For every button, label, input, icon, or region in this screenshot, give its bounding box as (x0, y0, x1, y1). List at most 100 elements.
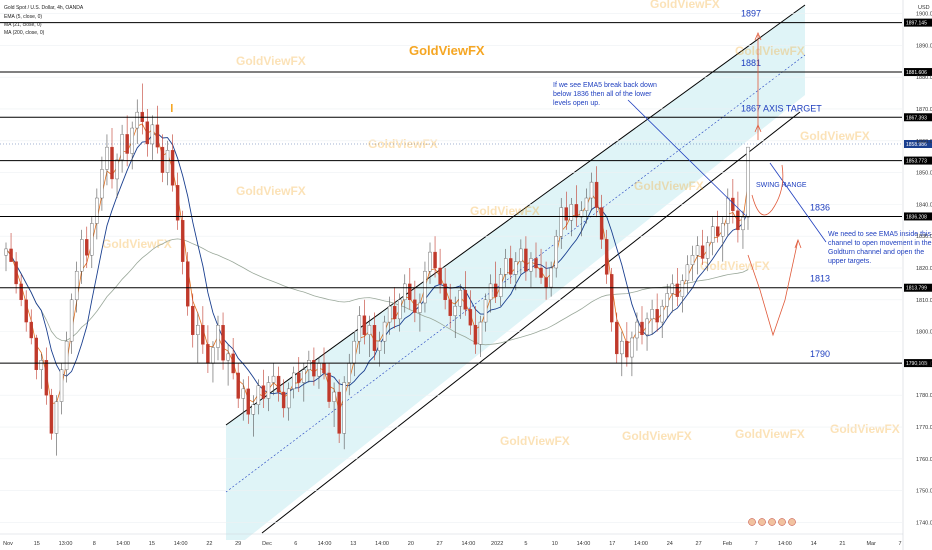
event-flag-icon-4 (788, 518, 796, 526)
candle-body-115 (584, 197, 589, 211)
x-tick-17: 2022 (491, 541, 503, 547)
candle-body-118 (599, 207, 604, 240)
candle-body-70 (357, 315, 362, 342)
target-arrowhead-top (754, 31, 762, 41)
candle-body-92 (468, 309, 473, 326)
candle-body-104 (529, 258, 533, 272)
candle-body-25 (130, 127, 134, 154)
candle-body-44 (226, 353, 230, 361)
x-tick-1: 15 (34, 541, 40, 547)
x-tick-21: 17 (609, 541, 615, 547)
indicator-ema5: EMA (5, close, 0) (4, 14, 42, 20)
candle-body-113 (574, 204, 579, 218)
top-note-line-0: If we see EMA5 break back down (553, 82, 657, 89)
grid (0, 13, 902, 523)
candle-body-1 (9, 248, 13, 262)
x-tick-16: 14:00 (462, 541, 476, 547)
candle-body-88 (448, 299, 452, 316)
x-tick-7: 22 (206, 541, 212, 547)
y-tick-6: 1840.000 (916, 202, 932, 208)
candle-body-98 (498, 274, 503, 297)
candle-body-39 (201, 325, 205, 345)
candle-body-110 (559, 207, 563, 237)
level-tag-4: 1836.208 (906, 214, 927, 220)
x-tick-25: Feb (723, 541, 732, 547)
candle-body-59 (302, 369, 306, 383)
y-tick-1: 1890.000 (916, 43, 932, 49)
candle-body-28 (145, 121, 150, 145)
candle-body-131 (665, 293, 669, 307)
y-tick-9: 1810.000 (916, 298, 932, 304)
watermark-10: GoldViewFX (500, 434, 570, 448)
event-flag-icon-2 (768, 518, 776, 526)
candles (4, 83, 750, 456)
candle-body-42 (216, 325, 220, 348)
candle-body-34 (175, 185, 180, 221)
candle-body-89 (453, 305, 457, 316)
x-tick-4: 14:00 (116, 541, 130, 547)
x-tick-8: 29 (235, 541, 241, 547)
candle-body-87 (443, 283, 447, 301)
watermark-5: GoldViewFX (236, 184, 306, 198)
side-note-line-2: Goldturn channel and open the (828, 249, 924, 256)
candle-body-120 (610, 274, 614, 323)
candle-body-140 (710, 226, 715, 243)
swing-range-path (751, 164, 784, 216)
x-tick-10: 6 (294, 541, 297, 547)
candle-body-6 (34, 337, 38, 370)
candle-body-106 (539, 267, 543, 278)
watermark-1: GoldViewFX (650, 0, 720, 11)
candle-body-136 (690, 255, 695, 266)
y-tick-10: 1800.000 (916, 330, 932, 336)
x-tick-23: 24 (667, 541, 673, 547)
level-tag-bg-6 (904, 359, 932, 368)
main-watermark: GoldViewFX (409, 43, 485, 58)
candle-body-81 (413, 299, 417, 313)
candle-body-40 (206, 344, 210, 364)
candle-body-143 (726, 197, 730, 224)
y-tick-0: 1900.000 (916, 12, 932, 18)
candle-body-57 (292, 372, 296, 390)
y-tick-3: 1870.000 (916, 107, 932, 113)
candle-body-0 (4, 248, 8, 256)
level-label-0: 1897 (741, 9, 761, 19)
candle-body-20 (105, 146, 109, 170)
level-label-2: 1867 AXIS TARGET (741, 103, 822, 113)
swing-range-label: SWING RANGE (756, 182, 807, 189)
level-tag-bg-3 (904, 156, 932, 165)
candle-body-47 (241, 388, 245, 399)
candle-body-102 (519, 248, 523, 262)
candle-body-48 (246, 388, 250, 415)
candle-body-17 (90, 223, 94, 256)
candle-body-97 (493, 283, 498, 297)
candle-body-35 (180, 220, 185, 262)
watermark-12: GoldViewFX (735, 427, 805, 441)
chart-legend: Gold Spot / U.S. Dollar, 4h, OANDA EMA (… (4, 5, 930, 36)
watermark-8: GoldViewFX (102, 237, 172, 251)
watermark-11: GoldViewFX (622, 429, 692, 443)
candle-body-43 (221, 325, 225, 361)
x-tick-28: 14 (811, 541, 817, 547)
candle-body-33 (170, 150, 175, 186)
level-tag-6: 1790.108 (906, 361, 927, 367)
x-tick-2: 13:00 (59, 541, 73, 547)
candle-body-13 (69, 299, 74, 342)
candle-body-15 (79, 239, 84, 272)
indicator-ma200: MA (200, close, 0) (4, 30, 45, 36)
candle-body-60 (307, 360, 311, 370)
candle-body-85 (433, 251, 437, 269)
candle-body-121 (615, 321, 619, 355)
candle-body-65 (332, 391, 336, 402)
candle-body-36 (185, 261, 190, 307)
candle-body-9 (49, 395, 54, 434)
candle-body-93 (473, 325, 478, 345)
channel-upper-line (225, 4, 806, 426)
x-tick-13: 14:00 (375, 541, 389, 547)
candle-body-46 (236, 372, 240, 399)
side-note-line-0: We need to see EMA5 inside this (828, 231, 931, 238)
y-tick-2: 1880.000 (916, 75, 932, 81)
candle-body-129 (655, 309, 659, 323)
